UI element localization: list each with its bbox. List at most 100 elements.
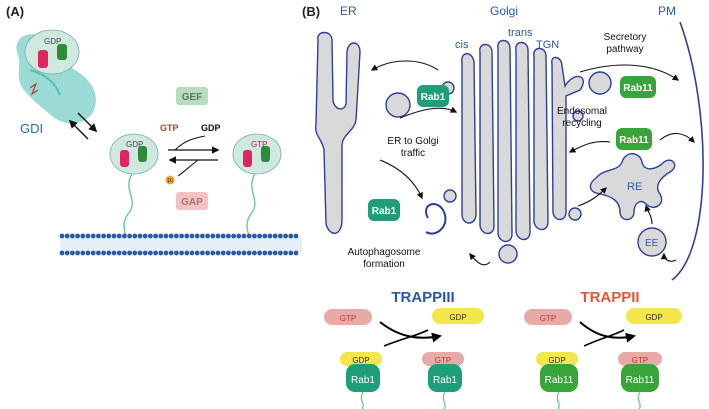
er-golgi-line1: ER to Golgi [387, 136, 438, 147]
plasma-membrane [671, 21, 704, 281]
trappiii-gdp-label: GDP [449, 313, 466, 322]
lipid-head [148, 233, 153, 239]
lipid-head [64, 250, 70, 256]
lipid-head [132, 233, 138, 239]
lipid-head [278, 250, 283, 256]
lipid-head [293, 233, 299, 239]
autophagosome [425, 203, 447, 235]
lipid-head [106, 250, 112, 256]
lipid-head [122, 233, 127, 239]
trappiii-right-rab [428, 364, 462, 392]
lipid-head [231, 233, 237, 239]
lipid-head [184, 250, 190, 256]
trappiii-title: TRAPPIII [391, 289, 454, 306]
lipid-head [262, 233, 268, 239]
lipid-head [116, 250, 122, 256]
trappiii-left-tail [360, 391, 364, 409]
trappiii-right-gtp-label: GTP [435, 356, 451, 365]
lipid-head [116, 233, 122, 239]
pathway-arrows [370, 60, 695, 266]
secretory-vesicle [588, 71, 612, 95]
lipid-head [90, 233, 96, 239]
rab11-badge-recycling-label: Rab11 [619, 135, 649, 146]
lipid-head [220, 233, 226, 239]
trans-label: trans [508, 27, 533, 39]
trappiii-left-rab-label: Rab1 [351, 375, 375, 386]
gap-arrow-branch [177, 159, 199, 177]
lipid-head [163, 233, 169, 239]
secretory-line2: pathway [606, 44, 643, 55]
lipid-head [283, 250, 288, 256]
lipid-head [226, 233, 231, 239]
ee-label: EE [645, 238, 659, 249]
cis-label: cis [455, 39, 469, 51]
panel-a-label: (A) [6, 4, 24, 19]
trappiii-left-gdp-pill [340, 352, 382, 366]
pm-label: PM [658, 4, 676, 18]
re-label: RE [627, 181, 642, 193]
trappiii-exchange-arrow [379, 321, 442, 343]
trappii-right-tail [637, 391, 641, 409]
lipid-head [267, 250, 273, 256]
lipid-head [257, 233, 262, 239]
trappii-title: TRAPPII [580, 289, 639, 306]
trappiii-left-gdp-label: GDP [352, 356, 369, 365]
trappiii-right-tail [442, 391, 446, 409]
trappiii-left-rab [346, 364, 380, 392]
lipid-head [189, 233, 195, 239]
rab-gtp-membrane: GTP [232, 133, 282, 237]
lipid-head [85, 233, 91, 239]
lipid-head [153, 233, 159, 239]
lipid-head [122, 250, 127, 256]
lipid-head [158, 250, 164, 256]
gef-box [176, 87, 208, 105]
lipid-head [101, 250, 106, 256]
rab-gdi-gdp-label: GDP [44, 37, 61, 46]
recycling-endosome [589, 153, 676, 221]
lipid-head [241, 250, 247, 256]
lipid-head [200, 250, 205, 256]
lipid-head [96, 233, 101, 239]
lipid-head [252, 250, 257, 256]
lipid-head [80, 233, 86, 239]
trappii-left-tail [556, 391, 560, 409]
lipid-head [70, 250, 75, 256]
rab-membrane-gdp-label: GDP [126, 140, 143, 149]
lipid-head [267, 233, 273, 239]
lipid-head [205, 250, 211, 256]
rab1-badge-autophagy [368, 199, 400, 221]
lipid-head [111, 233, 117, 239]
trappiii-right-rab-label: Rab1 [433, 375, 457, 386]
trappii-exchange-arrow-lower [583, 329, 625, 347]
lipid-head [293, 250, 299, 256]
er-golgi-line2: traffic [401, 148, 425, 159]
lipid-head [179, 250, 185, 256]
rab11-badge-recycling [616, 128, 652, 150]
er-label: ER [340, 4, 357, 18]
lipid-head [59, 233, 65, 239]
lipid-head [220, 250, 226, 256]
trappiii-gtp-label: GTP [340, 314, 356, 323]
rab11-badge-secretory [620, 76, 656, 98]
lipid-head [90, 250, 96, 256]
lipid-head [142, 233, 148, 239]
trappii-exchange-arrow [579, 321, 636, 343]
rab11-badge-secretory-label: Rab11 [623, 83, 653, 94]
lipid-head [210, 250, 216, 256]
lipid-head [246, 233, 252, 239]
lipid-bilayer [59, 233, 302, 256]
pi-label: Pi [167, 179, 172, 185]
rab1-badge-autophagy-label: Rab1 [372, 206, 397, 217]
lipid-head [132, 250, 138, 256]
gdi-label: GDI [20, 121, 43, 136]
lipid-head [64, 233, 70, 239]
lipid-head [226, 250, 231, 256]
trappii-left-rab [540, 364, 578, 392]
lipid-head [210, 233, 216, 239]
lipid-head [158, 233, 164, 239]
lipid-head [241, 233, 247, 239]
endosomal-line1: Endosomal [557, 106, 607, 117]
lipid-head [179, 233, 185, 239]
lipid-head [200, 233, 205, 239]
